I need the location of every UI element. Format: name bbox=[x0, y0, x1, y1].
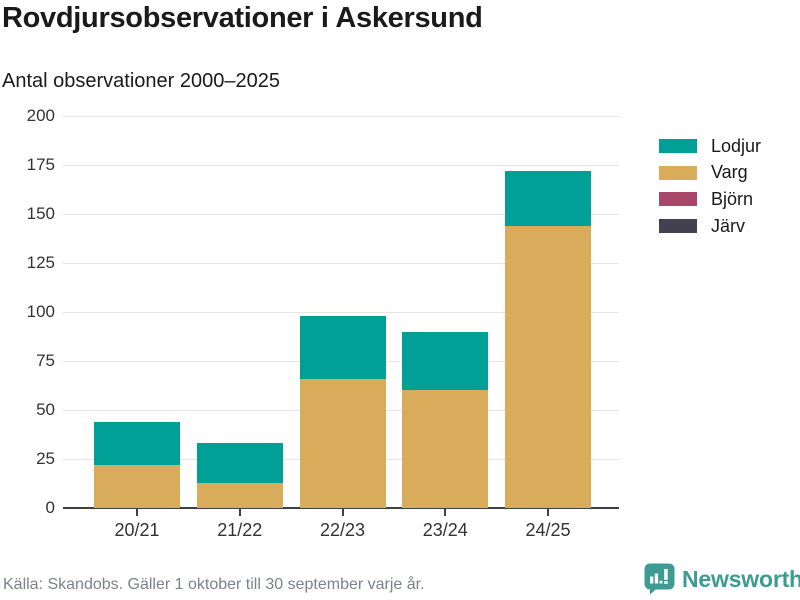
legend-label: Lodjur bbox=[711, 135, 762, 156]
legend-item-varg: Varg bbox=[659, 162, 761, 182]
gridline-150 bbox=[63, 214, 619, 215]
legend-item-lodjur: Lodjur bbox=[659, 136, 761, 156]
bar-segment-varg-24-25 bbox=[505, 225, 591, 508]
bar-segment-varg-23-24 bbox=[402, 390, 489, 508]
newsworthy-logo-text: Newsworthy bbox=[682, 565, 800, 592]
bar-segment-varg-21-22 bbox=[196, 482, 283, 508]
y-axis-tick-label: 125 bbox=[26, 253, 55, 272]
x-axis-tick bbox=[547, 509, 549, 516]
x-axis-tick bbox=[238, 509, 241, 516]
bar-segment-varg-22-23 bbox=[299, 378, 386, 508]
legend-swatch-icon bbox=[659, 219, 697, 234]
bar-segment-varg-20-21 bbox=[94, 464, 180, 508]
gridline-175 bbox=[63, 165, 619, 166]
y-axis-tick-label: 150 bbox=[26, 204, 55, 223]
gridline-200 bbox=[63, 116, 619, 117]
y-axis-tick-label: 50 bbox=[36, 400, 55, 419]
y-axis-tick-label: 75 bbox=[36, 351, 55, 370]
bar-segment-lodjur-23-24 bbox=[402, 331, 489, 391]
y-axis-tick-label: 25 bbox=[36, 449, 55, 468]
x-axis-tick bbox=[444, 509, 447, 516]
chart-title: Rovdjursobservationer i Askersund bbox=[2, 2, 483, 34]
y-axis-tick-label: 175 bbox=[26, 155, 55, 174]
newsworthy-logo[interactable]: Newsworthy bbox=[644, 563, 800, 595]
bar-segment-lodjur-21-22 bbox=[196, 443, 283, 483]
x-axis-tick bbox=[136, 509, 138, 516]
bar-segment-lodjur-22-23 bbox=[299, 315, 386, 379]
x-axis-tick bbox=[341, 509, 344, 516]
chart-subtitle: Antal observationer 2000–2025 bbox=[2, 70, 280, 92]
x-axis-tick-label: 22/23 bbox=[319, 520, 366, 540]
legend-label: Varg bbox=[711, 162, 748, 183]
source-note: Källa: Skandobs. Gäller 1 oktober till 3… bbox=[3, 576, 425, 593]
bar-segment-lodjur-24-25 bbox=[505, 170, 591, 226]
y-axis-tick-label: 0 bbox=[45, 498, 55, 517]
legend-swatch-icon bbox=[659, 192, 697, 207]
x-axis-line bbox=[63, 507, 619, 509]
legend-swatch-icon bbox=[659, 139, 697, 153]
gridline-125 bbox=[63, 263, 619, 264]
bar-segment-lodjur-20-21 bbox=[94, 421, 180, 465]
legend-item-järv: Järv bbox=[659, 216, 761, 236]
gridline-100 bbox=[63, 312, 619, 313]
plot-area: 0 25 50 75 100 125 150 175 200 20/21 21/22 22/23 23/… bbox=[27, 106, 619, 540]
x-axis-tick-label: 24/25 bbox=[525, 520, 571, 540]
x-axis-tick-label: 20/21 bbox=[114, 520, 160, 540]
y-axis-tick-label: 200 bbox=[26, 106, 55, 125]
chart-legend: Lodjur Varg Björn Järv bbox=[659, 136, 761, 246]
x-axis-tick-label: 23/24 bbox=[422, 520, 468, 540]
newsworthy-logo-icon bbox=[644, 563, 675, 595]
legend-label: Björn bbox=[711, 188, 754, 209]
legend-label: Järv bbox=[711, 215, 746, 236]
legend-item-björn: Björn bbox=[659, 189, 761, 209]
x-axis-tick-label: 21/22 bbox=[217, 520, 263, 540]
y-axis-tick-label: 100 bbox=[26, 302, 55, 321]
legend-swatch-icon bbox=[659, 165, 697, 180]
